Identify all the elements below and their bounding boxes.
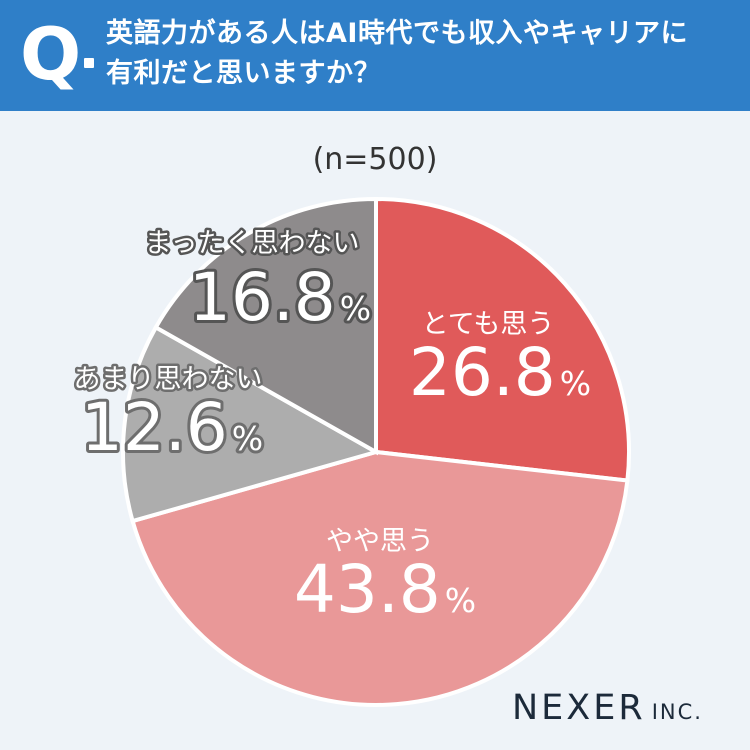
question-header: Q 英語力がある人はAI時代でも収入やキャリアに 有利だと思いますか？	[0, 0, 750, 111]
question-mark: Q	[20, 12, 82, 96]
sample-size-label: (n=500)	[312, 142, 438, 177]
pie-slice	[130, 449, 630, 707]
slice-value-label: 26.8%	[409, 334, 591, 411]
slice-value-label: 16.8%	[189, 259, 371, 336]
question-mark-dot	[84, 58, 94, 68]
brand-name: NEXER	[512, 688, 646, 728]
brand-suffix: INC.	[651, 700, 703, 724]
brand-logo: NEXER INC.	[512, 688, 703, 728]
question-text: 英語力がある人はAI時代でも収入やキャリアに 有利だと思いますか？	[106, 14, 736, 94]
slice-value-label: 12.6%	[81, 389, 263, 466]
slice-label: まったく思わない	[145, 228, 360, 259]
pie-slice	[121, 324, 382, 524]
question-line-1: 英語力がある人はAI時代でも収入やキャリアに	[106, 18, 688, 49]
pie-slice	[153, 196, 378, 456]
question-line-2: 有利だと思いますか？	[106, 58, 381, 89]
slice-value-label: 43.8%	[294, 551, 476, 628]
slice-label: やや思う	[326, 526, 434, 557]
slice-label: とても思う	[422, 309, 555, 340]
pie-slice	[374, 196, 631, 483]
slice-label: あまり思わない	[74, 364, 263, 395]
